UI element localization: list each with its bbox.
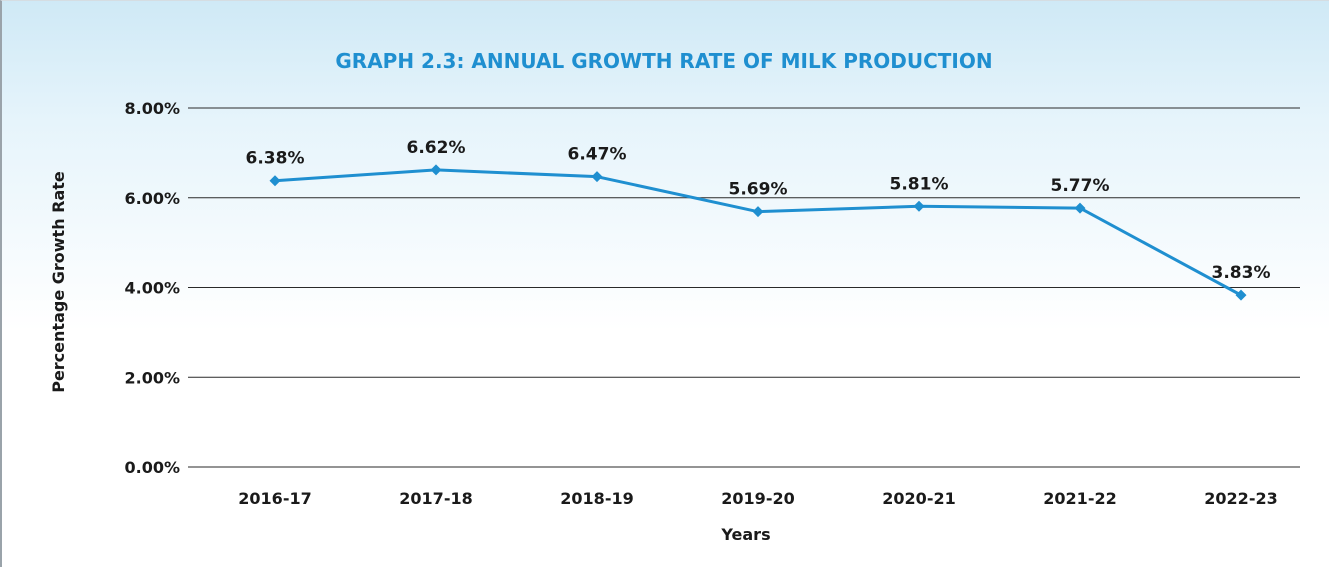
y-axis-label: Percentage Growth Rate <box>49 171 68 393</box>
data-point-marker <box>1074 202 1086 214</box>
x-tick-label: 2022-23 <box>1204 489 1277 508</box>
data-point-marker <box>913 200 925 212</box>
data-label: 5.81% <box>890 174 949 194</box>
x-axis-label: Years <box>720 525 770 544</box>
data-label: 5.77% <box>1051 176 1110 196</box>
chart-title: GRAPH 2.3: ANNUAL GROWTH RATE OF MILK PR… <box>335 49 992 73</box>
x-tick-label: 2021-22 <box>1043 489 1116 508</box>
data-label: 6.47% <box>568 145 627 165</box>
x-tick-label: 2020-21 <box>882 489 955 508</box>
x-tick-label: 2016-17 <box>238 489 311 508</box>
data-point-marker <box>430 164 442 176</box>
y-tick-label: 0.00% <box>124 458 180 477</box>
data-point-marker <box>269 175 281 187</box>
y-tick-label: 2.00% <box>124 368 180 387</box>
data-labels: 6.38% 6.62% 6.47% 5.69% 5.81% 5.77% 3.83% <box>246 138 1271 283</box>
y-tick-label: 8.00% <box>124 99 180 118</box>
x-axis-ticks: 2016-17 2017-18 2018-19 2019-20 2020-21 2021-… <box>238 489 1277 508</box>
y-axis-ticks: 0.00% 2.00% 4.00% 6.00% 8.00% <box>124 99 180 477</box>
gridlines <box>188 107 1300 468</box>
x-tick-label: 2017-18 <box>399 489 472 508</box>
data-label: 6.38% <box>246 149 305 169</box>
data-label: 3.83% <box>1212 263 1271 283</box>
data-point-marker <box>752 206 764 218</box>
y-tick-label: 6.00% <box>124 189 180 208</box>
x-tick-label: 2018-19 <box>560 489 633 508</box>
x-tick-label: 2019-20 <box>721 489 794 508</box>
data-point-marker <box>1235 289 1247 301</box>
data-point-marker <box>591 171 603 183</box>
series-markers <box>269 164 1247 301</box>
y-tick-label: 4.00% <box>124 279 180 298</box>
data-label: 6.62% <box>407 138 466 158</box>
data-label: 5.69% <box>729 180 788 200</box>
